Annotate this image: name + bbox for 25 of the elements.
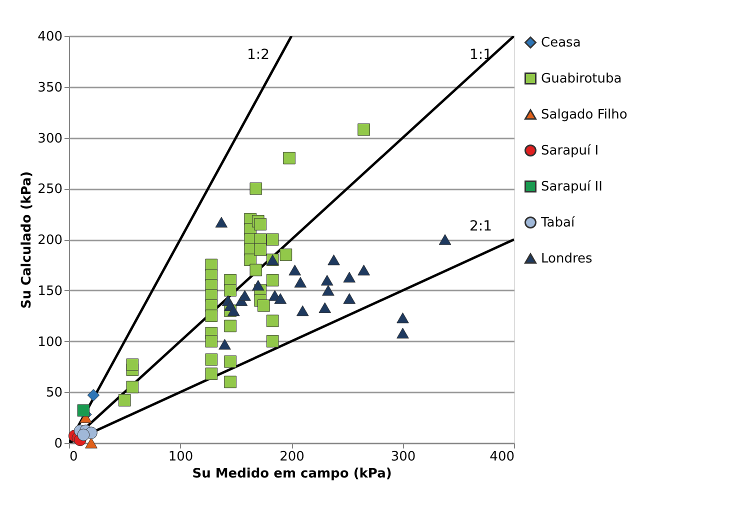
x-tick-label: 400 — [490, 450, 514, 464]
legend-label: Sarapuí I — [541, 144, 599, 158]
x-tick-label: 100 — [168, 450, 194, 464]
y-tick-label: 250 — [38, 182, 62, 198]
x-axis-title: Su Medido em campo (kPa) — [192, 466, 392, 482]
y-tick-label: 200 — [38, 233, 62, 248]
legend-label: Tabaí — [540, 216, 575, 230]
legend-label: Sarapuí II — [541, 180, 602, 194]
series-label: 1:2 — [246, 47, 270, 63]
series-label: 2:1 — [469, 218, 492, 234]
legend-label: Guabirotuba — [541, 72, 622, 86]
y-tick-label: 400 — [38, 30, 62, 44]
y-axis-title: Su Calculado (kPa) — [20, 171, 35, 309]
x-tick-label: 300 — [390, 450, 416, 464]
legend-label: Ceasa — [541, 36, 581, 50]
y-tick-label: 100 — [38, 334, 62, 350]
x-tick-label: 200 — [280, 450, 304, 464]
y-tick-label: 350 — [38, 80, 62, 96]
x-tick-label: 0 — [70, 450, 78, 464]
legend-label: Salgado Filho — [541, 108, 628, 122]
y-tick-label: 150 — [38, 284, 62, 299]
y-tick-label: 50 — [46, 386, 62, 401]
legend-label: Londres — [541, 252, 593, 266]
y-tick-label: 300 — [38, 131, 62, 146]
y-tick-label: 0 — [54, 436, 62, 452]
